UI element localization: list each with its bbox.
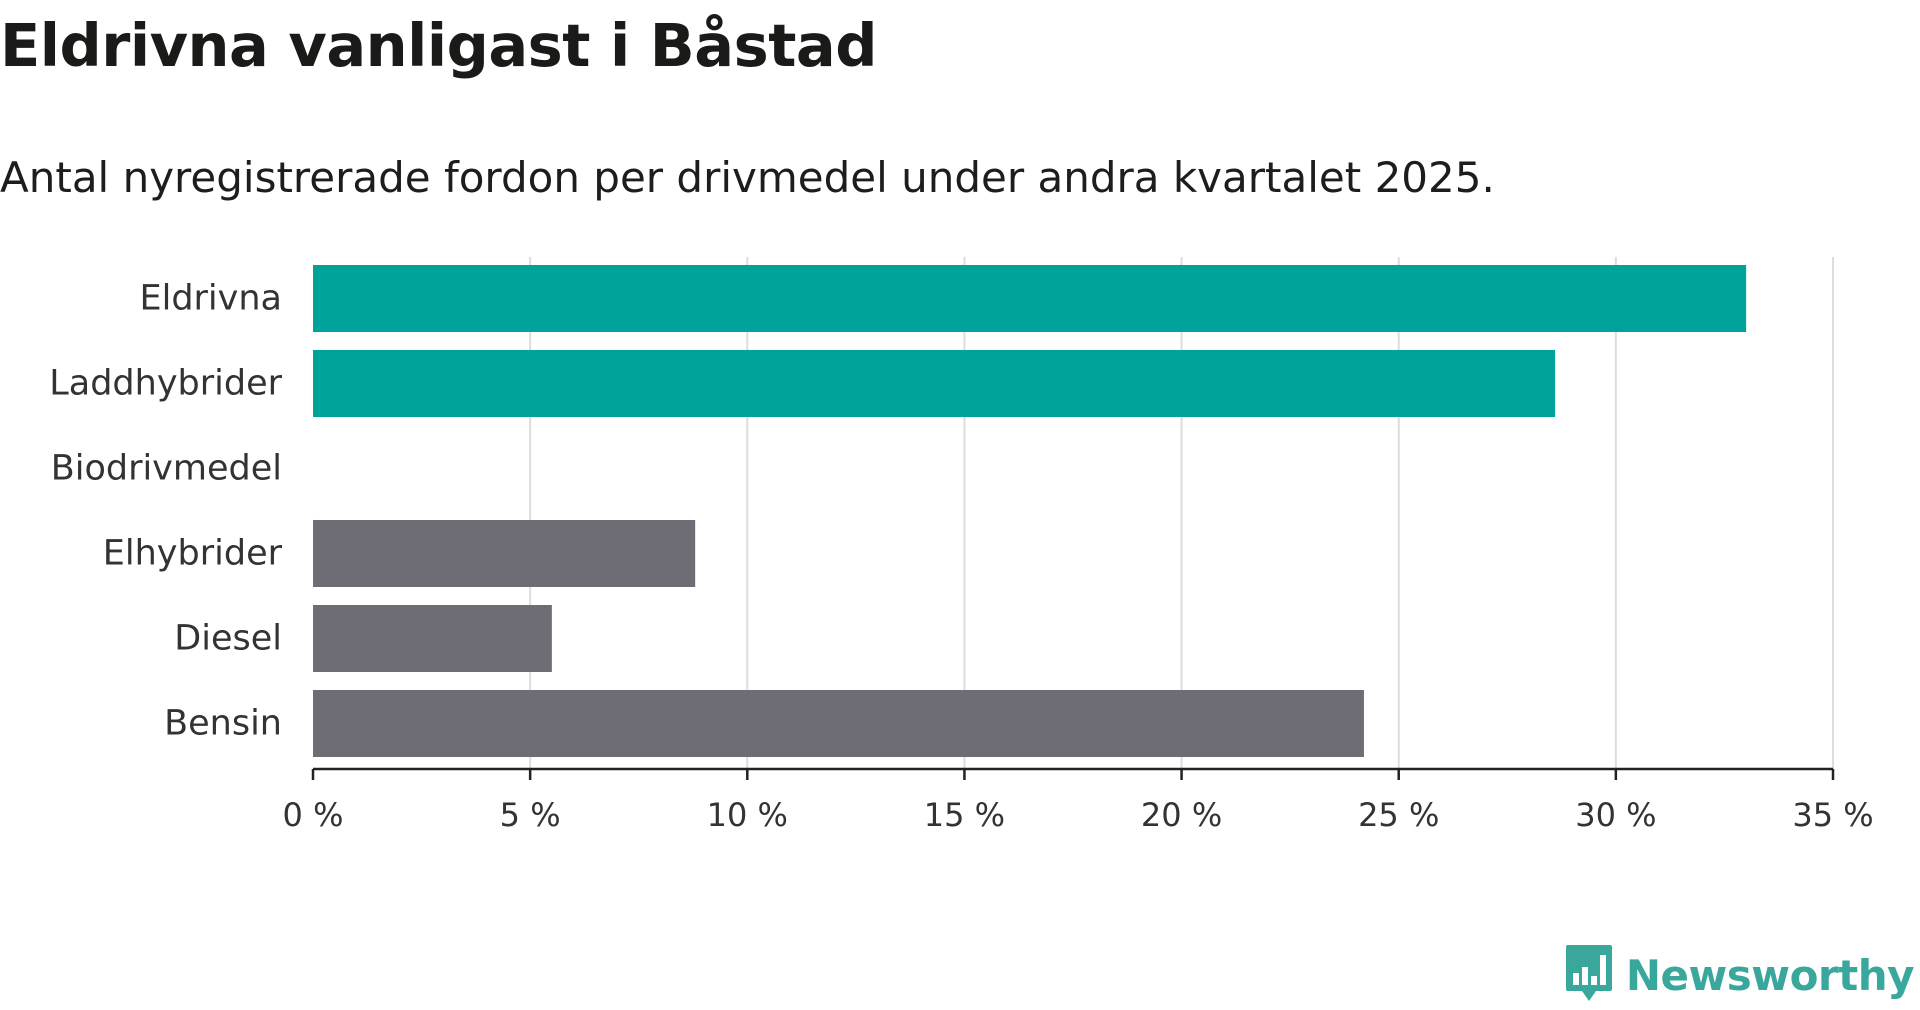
bar-diesel (313, 605, 552, 672)
x-tick-label: 20 % (1141, 796, 1222, 834)
bar-chart: 0 % 5 % 10 % 15 % 20 % 25 % 30 % 35 % Eldrivna L… (49, 257, 1874, 834)
newsworthy-bar-chart-bubble-icon (1564, 943, 1614, 1007)
x-axis: 0 % 5 % 10 % 15 % 20 % 25 % 30 % 35 % (283, 767, 1874, 834)
newsworthy-logo: Newsworthy (1564, 940, 1915, 1010)
x-tick-label: 10 % (707, 796, 788, 834)
grid-lines (529, 257, 1834, 769)
chart-subtitle: Antal nyregistrerade fordon per drivmede… (0, 153, 1495, 202)
bar-eldrivna (313, 265, 1747, 332)
brand-name: Newsworthy (1625, 950, 1915, 1000)
bars (313, 265, 1747, 757)
x-tick-label: 5 % (500, 796, 561, 834)
bar-laddhybrider (313, 350, 1556, 417)
chart-title: Eldrivna vanligast i Båstad (0, 11, 877, 80)
x-tick-label: 0 % (283, 796, 344, 834)
category-label: Laddhybrider (49, 364, 282, 404)
bar-elhybrider (313, 520, 696, 587)
category-label: Bensin (164, 704, 282, 744)
category-label: Eldrivna (139, 279, 282, 319)
bar-bensin (313, 690, 1364, 757)
category-label: Diesel (174, 619, 282, 659)
x-tick-label: 15 % (924, 796, 1005, 834)
x-tick-label: 25 % (1358, 796, 1439, 834)
x-tick-label: 35 % (1792, 796, 1873, 834)
category-label: Elhybrider (103, 534, 283, 574)
category-label: Biodrivmedel (51, 449, 282, 489)
category-labels: Eldrivna Laddhybrider Biodrivmedel Elhybrid… (49, 279, 282, 744)
x-tick-label: 30 % (1575, 796, 1656, 834)
